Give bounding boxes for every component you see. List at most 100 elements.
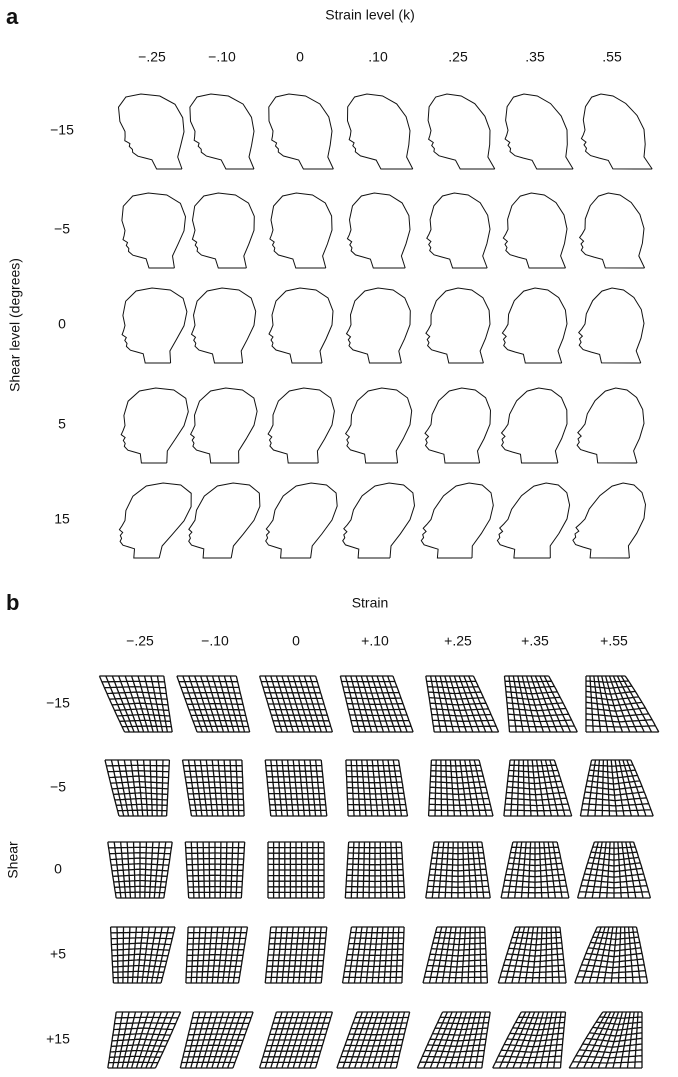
column-label: .35 [525, 49, 545, 65]
head-profile [580, 193, 645, 268]
row-label: +5 [50, 946, 66, 962]
column-label: +.55 [600, 633, 628, 649]
column-label: −.25 [138, 49, 166, 65]
y-axis-label: Shear level (degrees) [7, 258, 23, 392]
warped-grid [108, 842, 172, 898]
head-profile [502, 388, 568, 463]
warped-grid [337, 1012, 410, 1068]
head-profile [121, 388, 188, 463]
row-label: 0 [58, 316, 66, 332]
warped-grid [111, 927, 175, 983]
warped-grid [268, 842, 324, 898]
warped-grid [260, 1012, 333, 1068]
head-profile [270, 193, 332, 268]
warped-grid [346, 760, 408, 816]
warped-grid [498, 927, 566, 983]
column-label: .55 [602, 49, 622, 65]
column-label: +.35 [521, 633, 549, 649]
column-label: +.10 [361, 633, 389, 649]
head-profile [346, 388, 412, 463]
warped-grid [99, 676, 172, 732]
panel-label: b [6, 590, 19, 615]
head-profile [348, 94, 413, 169]
column-label: −.10 [208, 49, 236, 65]
panel-label: a [6, 4, 19, 29]
warped-grid [265, 760, 327, 816]
warped-grid [505, 676, 578, 732]
head-profile [577, 388, 644, 463]
row-label: 5 [58, 416, 66, 432]
head-profile [421, 483, 493, 558]
warped-grid [426, 676, 499, 732]
row-label: −5 [54, 221, 70, 237]
page: {"panel_a": {"label": "a", "title": "Str… [0, 0, 678, 1077]
warped-grid [426, 842, 490, 898]
column-label: 0 [296, 49, 304, 65]
column-label: −.25 [126, 633, 154, 649]
warped-grid [578, 842, 651, 898]
warped-grid [265, 927, 327, 983]
warped-grid [186, 927, 248, 983]
head-profile [192, 193, 254, 268]
row-label: 0 [54, 861, 62, 877]
warped-grid [180, 1012, 253, 1068]
panel-title: Strain level (k) [325, 7, 414, 23]
y-axis-label: Shear [5, 841, 21, 879]
head-profile [122, 288, 187, 363]
head-profile [347, 288, 411, 363]
figure: a Strain level (k) Shear level (degrees)… [0, 0, 678, 1077]
warped-grid [580, 760, 653, 816]
warped-grid [417, 1012, 490, 1068]
head-profile [502, 288, 567, 363]
row-label: +15 [46, 1031, 70, 1047]
row-label: −15 [46, 695, 70, 711]
head-profile [427, 193, 490, 268]
head-profile [581, 94, 652, 169]
head-profile [266, 483, 338, 558]
panel-title: Strain [352, 595, 389, 611]
head-profile [503, 193, 567, 268]
head-profile [425, 388, 491, 463]
head-profile [269, 288, 333, 363]
head-profile [189, 483, 260, 558]
row-label: 15 [54, 511, 70, 527]
warped-grid [504, 760, 572, 816]
warped-grid [343, 927, 405, 983]
warped-grid [586, 676, 659, 732]
head-profile [119, 483, 191, 558]
column-label: .25 [448, 49, 468, 65]
warped-grid [177, 676, 250, 732]
head-profile [428, 94, 495, 169]
warped-grid [575, 927, 648, 983]
warped-grid [105, 760, 169, 816]
warped-grid [569, 1012, 642, 1068]
row-label: −15 [50, 122, 74, 138]
head-profile [343, 483, 415, 558]
head-profile [122, 193, 186, 268]
warped-grid [340, 676, 413, 732]
warped-grid [345, 842, 404, 898]
head-profile [269, 94, 334, 169]
warped-grid [260, 676, 333, 732]
head-profile [497, 483, 569, 558]
head-profile [190, 94, 254, 169]
warped-grid [185, 842, 244, 898]
column-label: 0 [292, 633, 300, 649]
warped-grid [429, 760, 493, 816]
warped-grid [493, 1012, 566, 1068]
warped-grid [183, 760, 245, 816]
head-profile [579, 288, 644, 363]
head-profile [191, 388, 258, 463]
head-profile [347, 193, 410, 268]
head-profile [505, 94, 573, 169]
head-profile [119, 94, 185, 169]
warped-grid [108, 1012, 181, 1068]
head-profile [192, 288, 256, 363]
head-profile [426, 288, 490, 363]
column-label: +.25 [444, 633, 472, 649]
row-label: −5 [50, 779, 66, 795]
head-profile [268, 388, 334, 463]
warped-grid [423, 927, 487, 983]
column-label: .10 [368, 49, 388, 65]
column-label: −.10 [201, 633, 229, 649]
